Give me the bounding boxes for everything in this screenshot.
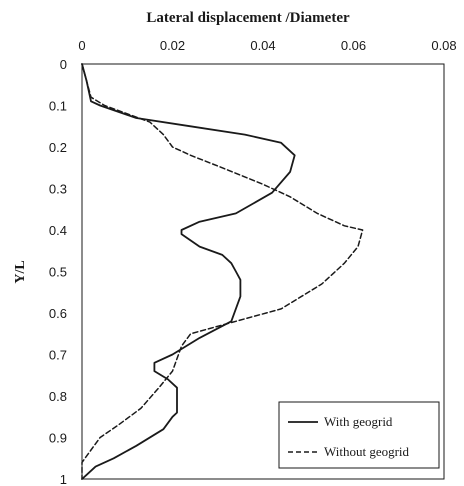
series-layer xyxy=(81,63,364,480)
y-tick-label: 0.1 xyxy=(49,99,67,114)
legend-label-with-geogrid: With geogrid xyxy=(324,414,393,429)
y-tick-label: 0.2 xyxy=(49,140,67,155)
legend-label-without-geogrid: Without geogrid xyxy=(324,444,410,459)
y-axis-label: Y/L xyxy=(13,260,28,283)
series-line-with-geogrid xyxy=(81,63,296,480)
y-tick-labels: 0 0.1 0.2 0.3 0.4 0.5 0.6 0.7 0.8 0.9 1 xyxy=(49,57,67,486)
y-tick-label: 0.3 xyxy=(49,182,67,197)
legend-box xyxy=(278,401,440,469)
x-tick-label: 0.02 xyxy=(160,38,185,53)
y-tick-label: 1 xyxy=(60,472,67,486)
y-tick-label: 0.9 xyxy=(49,431,67,446)
legend: With geogrid Without geogrid xyxy=(278,401,440,469)
x-tick-labels: 0 0.02 0.04 0.06 0.08 xyxy=(78,38,456,53)
y-tick-label: 0 xyxy=(60,57,67,72)
chart-title: Lateral displacement /Diameter xyxy=(146,10,350,26)
x-tick-label: 0.06 xyxy=(341,38,366,53)
y-tick-label: 0.5 xyxy=(49,265,67,280)
x-tick-label: 0.04 xyxy=(250,38,275,53)
x-tick-label: 0.08 xyxy=(431,38,456,53)
plot-frame xyxy=(81,63,445,480)
y-tick-label: 0.7 xyxy=(49,348,67,363)
y-tick-label: 0.4 xyxy=(49,223,67,238)
series-line-without-geogrid xyxy=(81,63,364,480)
y-tick-label: 0.8 xyxy=(49,389,67,404)
x-tick-label: 0 xyxy=(78,38,85,53)
y-tick-label: 0.6 xyxy=(49,306,67,321)
